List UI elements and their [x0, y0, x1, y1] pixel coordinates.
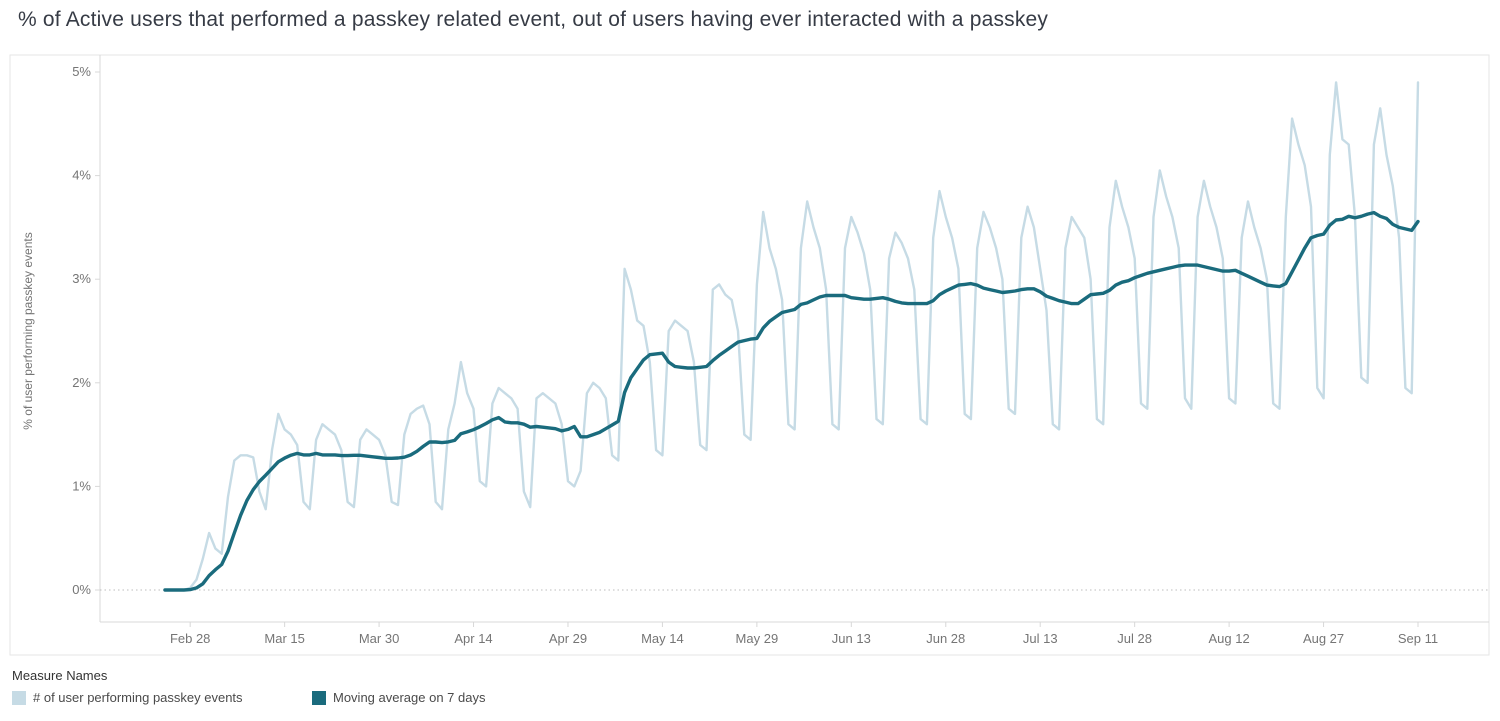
legend-item-daily-series[interactable]: # of user performing passkey events	[12, 690, 312, 705]
y-tick-label: 2%	[72, 375, 91, 390]
x-tick-label: May 14	[641, 631, 684, 646]
y-tick-label: 3%	[72, 271, 91, 286]
x-tick-label: Aug 12	[1209, 631, 1250, 646]
x-tick-label: Mar 30	[359, 631, 399, 646]
y-tick-label: 1%	[72, 478, 91, 493]
y-tick-label: 0%	[72, 582, 91, 597]
x-tick-label: Jul 13	[1023, 631, 1058, 646]
x-tick-label: Jun 13	[832, 631, 871, 646]
x-tick-label: Sep 11	[1398, 631, 1438, 646]
x-tick-label: Apr 29	[549, 631, 587, 646]
x-tick-label: Aug 27	[1303, 631, 1344, 646]
daily-series-line[interactable]	[163, 81, 1420, 592]
moving-average-line[interactable]	[163, 210, 1420, 592]
y-tick-label: 4%	[72, 168, 91, 183]
x-tick-label: Mar 15	[264, 631, 304, 646]
legend: Measure Names # of user performing passk…	[12, 668, 1492, 705]
legend-swatch-moving-average	[312, 690, 326, 705]
y-tick-label: 5%	[72, 64, 91, 79]
line-chart-canvas: 0% 1% 2% 3% 4% 5% % of user performing passkey…	[9, 54, 1490, 656]
pane-border	[9, 54, 1490, 656]
legend-item-moving-average[interactable]: Moving average on 7 days	[312, 690, 485, 705]
x-tick-label: Feb 28	[170, 631, 210, 646]
legend-title: Measure Names	[12, 668, 108, 683]
y-axis-title: % of user performing passkey events	[21, 232, 35, 429]
legend-swatch-daily-series	[12, 690, 26, 705]
x-tick-label: Jul 28	[1117, 631, 1152, 646]
chart-title: % of Active users that performed a passk…	[18, 8, 1049, 31]
x-tick-label: Jun 28	[926, 631, 965, 646]
legend-label-daily-series: # of user performing passkey events	[33, 690, 243, 705]
x-tick-label: May 29	[736, 631, 779, 646]
legend-items: # of user performing passkey events Movi…	[12, 690, 1492, 705]
x-tick-label: Apr 14	[454, 631, 492, 646]
legend-label-moving-average: Moving average on 7 days	[333, 690, 486, 705]
